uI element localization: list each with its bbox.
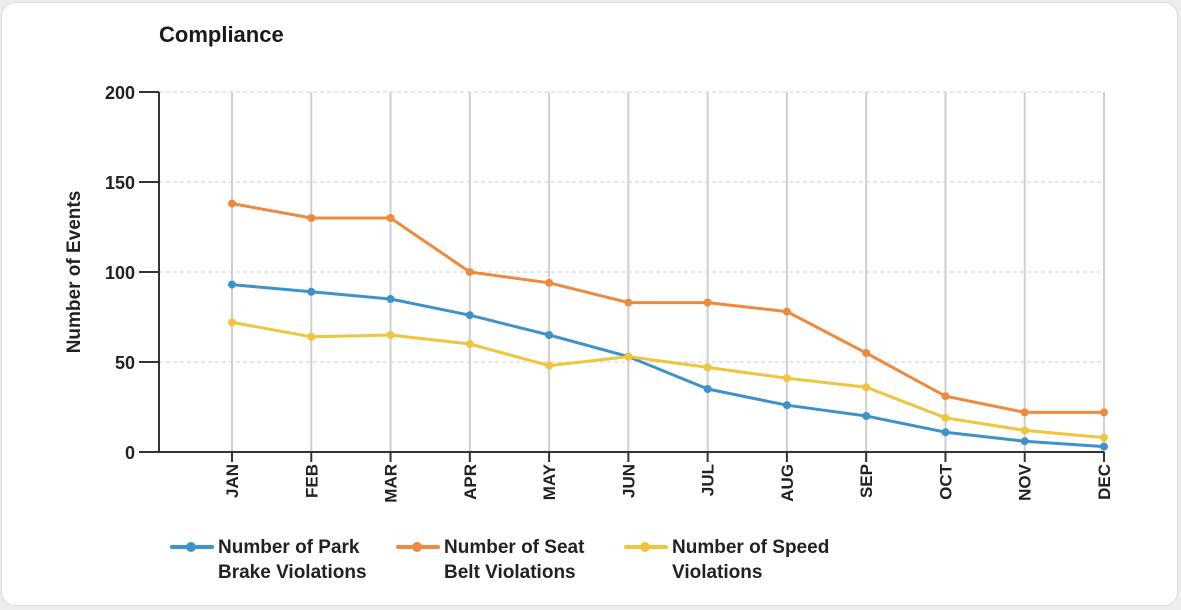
y-tick-label: 100 [105, 263, 135, 283]
data-point-seat [1020, 408, 1029, 417]
data-point-park [228, 280, 236, 289]
data-point-speed [228, 318, 236, 327]
x-tick-label: JUL [699, 464, 718, 496]
data-point-park [862, 412, 871, 420]
legend-label-seat: Number of Seat Belt Violations [444, 537, 585, 583]
x-tick-label: DEC [1095, 464, 1114, 500]
series-line-park [231, 283, 1105, 449]
legend-marker-park [170, 535, 214, 559]
data-point-park [307, 287, 316, 296]
series-line-seat [231, 202, 1104, 414]
x-tick-label: SEP [857, 464, 876, 498]
axes [139, 91, 1105, 462]
data-point-speed [465, 340, 474, 348]
legend-marker-seat [396, 535, 440, 559]
x-tick-label: JAN [223, 464, 242, 498]
series-speed [228, 318, 1108, 442]
data-point-park [1020, 437, 1029, 446]
x-tick-label: AUG [778, 464, 797, 502]
data-point-park [386, 295, 395, 303]
data-point-seat [545, 278, 554, 287]
chart-title: Compliance [159, 22, 284, 47]
data-point-park [465, 311, 474, 320]
grid-lines [159, 91, 1105, 452]
data-point-speed [307, 332, 316, 341]
data-point-seat [624, 298, 633, 307]
data-point-speed [862, 383, 871, 392]
x-tick-label: JUN [619, 464, 638, 498]
data-point-speed [782, 374, 791, 383]
x-tick-label: APR [461, 464, 480, 500]
data-point-seat [228, 199, 236, 208]
data-point-park [703, 385, 712, 393]
legend-item-speed: Number of Speed Violations [624, 535, 862, 585]
data-point-speed [386, 331, 395, 339]
legend-item-seat: Number of Seat Belt Violations [396, 535, 634, 585]
series-line-speed [231, 320, 1105, 440]
series-seat [228, 199, 1108, 417]
data-point-seat [386, 214, 395, 222]
x-tick-label: FEB [302, 464, 321, 498]
data-point-seat [1100, 408, 1108, 417]
data-point-speed [941, 413, 950, 422]
x-tick-label: MAY [540, 463, 559, 500]
data-point-speed [545, 361, 554, 370]
data-point-seat [703, 298, 712, 307]
data-point-park [782, 401, 791, 410]
data-point-speed [1100, 433, 1108, 442]
data-point-seat [782, 307, 791, 316]
y-axis-title: Number of Events [64, 191, 85, 354]
data-point-speed [703, 363, 712, 372]
data-point-seat [941, 392, 950, 401]
data-point-seat [862, 349, 871, 357]
y-tick-label: 150 [105, 173, 135, 193]
data-point-park [941, 428, 950, 437]
legend-label-speed: Number of Speed Violations [672, 537, 830, 583]
data-point-seat [307, 214, 316, 222]
x-tick-label: OCT [936, 463, 955, 500]
data-point-park [1100, 442, 1108, 451]
series-park [228, 280, 1108, 451]
legend-label-park: Number of Park Brake Violations [218, 537, 367, 583]
x-tick-label: MAR [382, 464, 401, 503]
axis-labels: 0 50 100 150 200 JAN FEB MAR APR MAY JUN JUL AUG SEP O… [64, 83, 1114, 503]
legend-item-park: Number of Park Brake Violations [170, 535, 408, 585]
data-point-speed [624, 352, 633, 361]
series-lines [228, 199, 1108, 451]
y-tick-label: 0 [125, 443, 135, 463]
x-tick-label: NOV [1016, 463, 1035, 501]
data-point-seat [465, 268, 474, 276]
data-point-park [545, 331, 554, 339]
data-point-speed [1020, 426, 1029, 435]
y-tick-label: 50 [115, 353, 135, 373]
chart-legend: Number of Park Brake Violations Number of… [0, 535, 1181, 595]
y-tick-label: 200 [105, 83, 135, 103]
legend-marker-speed [624, 535, 668, 559]
